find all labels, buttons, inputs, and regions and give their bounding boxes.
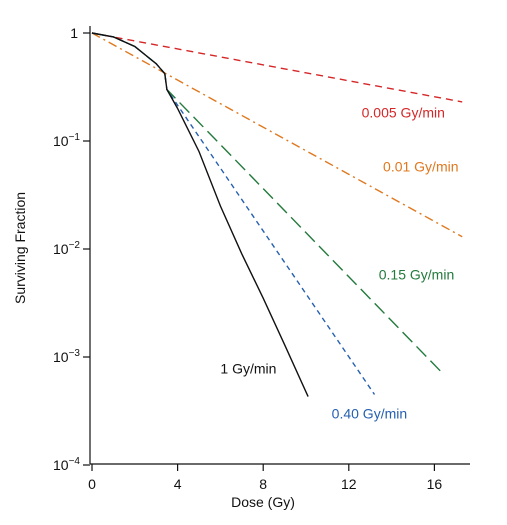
x-tick-label: 0 bbox=[88, 476, 96, 492]
series-line-2 bbox=[91, 32, 444, 375]
series-label-0: 0.005 Gy/min bbox=[362, 105, 445, 121]
series-lines bbox=[91, 32, 463, 397]
x-ticks: 0 4 8 12 16 bbox=[88, 464, 442, 492]
y-ticks: 1 10−1 10−2 10−3 10−4 bbox=[53, 25, 90, 473]
y-tick-label: 10−3 bbox=[53, 348, 80, 365]
y-axis-label: Surviving Fraction bbox=[12, 192, 28, 304]
y-tick-label: 10−4 bbox=[53, 456, 80, 473]
x-tick-label: 4 bbox=[174, 476, 182, 492]
series-line-4 bbox=[91, 32, 309, 397]
x-tick-label: 16 bbox=[427, 476, 443, 492]
series-label-2: 0.15 Gy/min bbox=[379, 267, 454, 283]
series-label-1: 0.01 Gy/min bbox=[383, 159, 458, 175]
series-line-1 bbox=[91, 32, 463, 238]
y-tick-label: 10−2 bbox=[53, 240, 80, 257]
x-tick-label: 12 bbox=[341, 476, 357, 492]
series-line-3 bbox=[91, 32, 376, 395]
axes bbox=[89, 26, 470, 465]
x-axis-label: Dose (Gy) bbox=[231, 494, 295, 510]
y-tick-label: 1 bbox=[70, 25, 78, 41]
series-label-4: 1 Gy/min bbox=[220, 361, 276, 377]
series-line-0 bbox=[91, 32, 463, 103]
x-tick-label: 8 bbox=[259, 476, 267, 492]
series-labels: 0.005 Gy/min 0.01 Gy/min 0.15 Gy/min 0.40 G… bbox=[220, 105, 458, 422]
series-label-3: 0.40 Gy/min bbox=[332, 405, 407, 421]
y-tick-label: 10−1 bbox=[53, 132, 80, 149]
